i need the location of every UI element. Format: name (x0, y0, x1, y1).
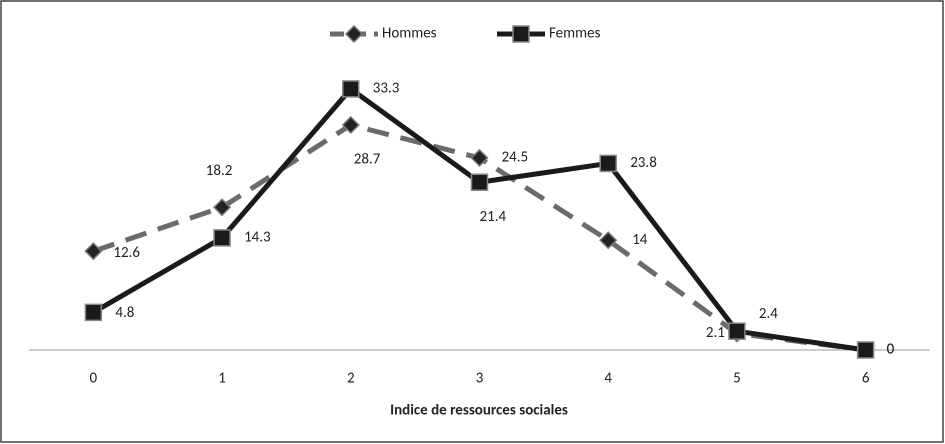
data-point (84, 303, 103, 322)
legend-marker (344, 24, 364, 44)
data-point (470, 173, 489, 191)
data-label: 28.7 (354, 151, 381, 169)
x-axis-title: Indice de ressources sociales (390, 402, 568, 420)
legend-label: Hommes (382, 25, 437, 43)
data-point (342, 80, 360, 98)
data-point (599, 154, 617, 173)
data-label: 4.8 (115, 304, 134, 322)
legend-label: Femmes (549, 25, 601, 43)
data-point (728, 322, 746, 340)
data-point (213, 229, 231, 247)
x-tick-label: 3 (476, 370, 484, 388)
data-label: 33.3 (373, 80, 400, 98)
data-label: 2.4 (759, 305, 778, 323)
data-label: 24.5 (502, 148, 529, 166)
data-label: 21.4 (480, 208, 507, 226)
data-point (470, 148, 489, 167)
data-label: 14.3 (244, 228, 271, 246)
data-label: 12.6 (113, 244, 140, 262)
data-point (599, 231, 618, 250)
data-point (213, 198, 232, 217)
x-tick-label: 5 (733, 370, 741, 388)
data-point (856, 341, 875, 359)
x-tick-label: 6 (862, 370, 870, 388)
legend-marker (512, 25, 530, 43)
x-tick-label: 4 (604, 370, 612, 388)
data-point (341, 115, 360, 135)
data-label: 0 (887, 341, 895, 359)
data-point (84, 242, 103, 261)
data-label: 14 (632, 231, 648, 249)
x-tick-label: 1 (218, 370, 226, 388)
data-label: 2.1 (706, 324, 725, 342)
data-label: 0 (887, 341, 895, 359)
data-label: 23.8 (630, 154, 657, 172)
data-label: 18.2 (206, 162, 233, 180)
x-tick-label: 0 (90, 370, 98, 388)
x-tick-label: 2 (347, 370, 355, 388)
